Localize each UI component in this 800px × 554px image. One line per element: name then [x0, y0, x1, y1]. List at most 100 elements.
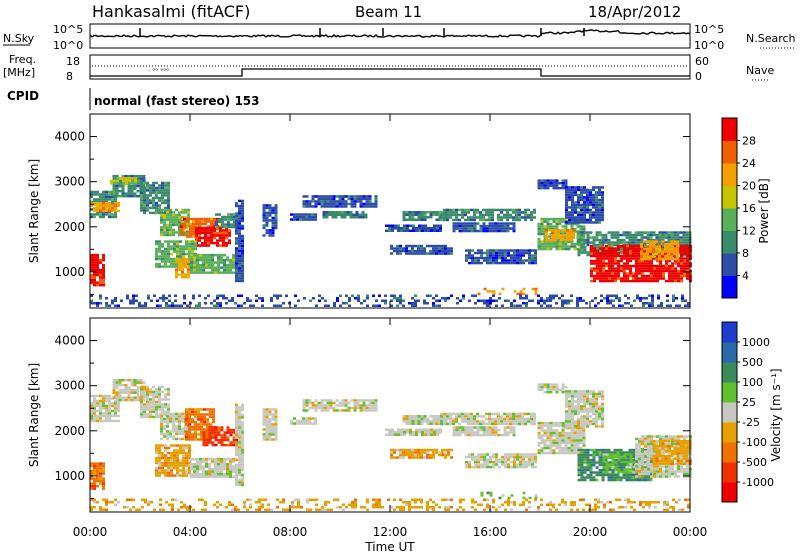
heatmap-cell	[470, 431, 474, 434]
heatmap-cell	[408, 218, 412, 221]
heatmap-cell	[411, 211, 415, 214]
heatmap-cell	[207, 235, 210, 238]
heatmap-cell	[577, 186, 580, 189]
heatmap-cell	[458, 213, 461, 217]
heatmap-cell	[274, 435, 278, 439]
heatmap-cell	[411, 302, 414, 305]
heatmap-cell	[408, 252, 411, 255]
heatmap-cell	[214, 253, 217, 257]
heatmap-cell	[320, 195, 324, 198]
heatmap-cell	[274, 211, 278, 215]
heatmap-cell	[374, 202, 378, 206]
heatmap-cell	[522, 287, 526, 291]
heatmap-cell	[629, 249, 632, 253]
heatmap-cell	[510, 259, 513, 262]
heatmap-cell	[399, 247, 402, 250]
heatmap-cell	[444, 456, 447, 459]
heatmap-cell	[150, 299, 153, 302]
heatmap-cell	[408, 456, 411, 459]
heatmap-cell	[546, 184, 550, 187]
heatmap-cell	[409, 229, 412, 232]
heatmap-cell	[537, 227, 541, 231]
heatmap-cell	[528, 254, 531, 257]
heatmap-cell	[601, 203, 604, 207]
heatmap-cell	[614, 274, 617, 278]
heatmap-cell	[213, 226, 216, 230]
heatmap-cell	[196, 467, 199, 471]
heatmap-cell	[664, 231, 668, 234]
heatmap-cell	[423, 448, 426, 452]
heatmap-cell	[608, 279, 611, 283]
heatmap-cell	[183, 227, 186, 231]
heatmap-cell	[96, 417, 99, 420]
heatmap-cell	[99, 419, 102, 423]
heatmap-cell	[140, 395, 143, 399]
heatmap-cell	[488, 222, 492, 225]
heatmap-cell	[600, 294, 603, 297]
heatmap-cell	[435, 417, 439, 420]
heatmap-cell	[439, 431, 442, 434]
heatmap-cell	[158, 459, 161, 462]
heatmap-cell	[365, 197, 369, 201]
heatmap-cell	[111, 204, 114, 207]
heatmap-cell	[458, 428, 462, 432]
heatmap-cell	[191, 433, 194, 436]
heatmap-cell	[221, 225, 224, 229]
heatmap-cell	[96, 266, 99, 269]
heatmap-cell	[155, 390, 158, 394]
heatmap-cell	[635, 274, 638, 278]
heatmap-cell	[255, 299, 258, 302]
heatmap-cell	[595, 186, 598, 189]
heatmap-cell	[414, 244, 417, 248]
heatmap-cell	[580, 221, 583, 224]
heatmap-cell	[440, 211, 443, 214]
heatmap-cell	[262, 415, 266, 419]
heatmap-cell	[598, 203, 601, 207]
heatmap-cell	[140, 199, 143, 202]
heatmap-cell	[188, 461, 191, 465]
heatmap-cell	[443, 216, 446, 219]
heatmap-cell	[160, 208, 163, 212]
heatmap-cell	[646, 252, 649, 256]
heatmap-cell	[241, 247, 244, 250]
heatmap-cell	[241, 242, 244, 245]
heatmap-cell	[229, 470, 232, 473]
heatmap-cell	[543, 225, 547, 228]
heatmap-cell	[623, 277, 626, 280]
heatmap-cell	[418, 229, 421, 232]
heatmap-cell	[93, 213, 96, 216]
heatmap-cell	[167, 240, 170, 243]
heatmap-cell	[167, 194, 170, 197]
heatmap-cell	[673, 231, 677, 234]
heatmap-cell	[435, 247, 438, 250]
heatmap-cell	[592, 238, 596, 242]
heatmap-cell	[230, 213, 233, 216]
heatmap-cell	[500, 208, 503, 212]
heatmap-cell	[232, 258, 235, 262]
heatmap-cell	[99, 469, 102, 473]
heatmap-cell	[118, 383, 122, 387]
heatmap-cell	[180, 304, 183, 307]
heatmap-cell	[220, 438, 224, 442]
heatmap-cell	[598, 198, 601, 202]
heatmap-cell	[470, 415, 473, 418]
heatmap-cell	[670, 240, 673, 243]
heatmap-cell	[602, 259, 605, 263]
heatmap-cell	[680, 249, 683, 253]
heatmap-cell	[333, 304, 336, 307]
heatmap-cell	[464, 227, 468, 230]
heatmap-cell	[366, 297, 369, 300]
heatmap-cell	[435, 294, 438, 297]
heatmap-cell	[326, 205, 330, 208]
heatmap-cell	[99, 479, 102, 483]
heatmap-cell	[626, 262, 629, 265]
heatmap-cell	[155, 413, 158, 416]
heatmap-cell	[170, 252, 173, 256]
heatmap-cell	[132, 294, 135, 297]
heatmap-cell	[181, 216, 184, 219]
heatmap-cell	[146, 201, 149, 205]
heatmap-cell	[235, 219, 238, 223]
heatmap-cell	[152, 211, 155, 215]
heatmap-cell	[673, 257, 676, 261]
heatmap-cell	[210, 225, 213, 228]
